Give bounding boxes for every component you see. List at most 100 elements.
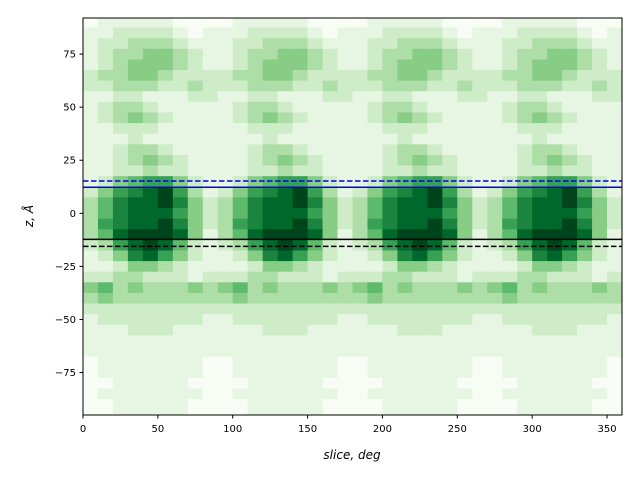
heatmap-cell xyxy=(532,303,548,315)
heatmap-cell xyxy=(562,239,578,251)
heatmap-cell xyxy=(277,144,294,156)
heatmap-cell xyxy=(517,101,533,113)
heatmap-cell xyxy=(352,59,368,71)
heatmap-cell xyxy=(232,271,249,283)
heatmap-cell xyxy=(397,314,413,326)
heatmap-cell xyxy=(142,303,159,315)
heatmap-cell xyxy=(517,303,533,315)
heatmap-cell xyxy=(442,176,458,188)
heatmap-cell xyxy=(277,229,294,241)
heatmap-cell xyxy=(292,154,309,167)
heatmap-cell xyxy=(292,38,309,50)
heatmap-cell xyxy=(277,218,294,230)
heatmap-cell xyxy=(112,303,129,315)
heatmap-cell xyxy=(262,271,279,283)
heatmap-cell xyxy=(142,101,159,113)
heatmap-cell xyxy=(502,197,518,209)
heatmap-cell xyxy=(232,80,249,92)
heatmap-cell xyxy=(83,18,99,29)
heatmap-cell xyxy=(577,399,593,415)
heatmap-cell xyxy=(382,18,398,29)
x-tick-label: 100 xyxy=(223,424,242,435)
heatmap-cell xyxy=(472,250,488,262)
heatmap-cell xyxy=(367,38,383,50)
plot-frame xyxy=(82,17,623,416)
heatmap-cell xyxy=(472,27,488,39)
heatmap-cell xyxy=(172,282,189,294)
heatmap-cell xyxy=(517,324,533,336)
heatmap-cell xyxy=(442,154,458,167)
heatmap-cell xyxy=(457,70,473,82)
heatmap-cell xyxy=(232,91,249,103)
heatmap-cell xyxy=(412,250,428,262)
heatmap-cell xyxy=(83,271,99,283)
heatmap-cell xyxy=(262,101,279,113)
heatmap-cell xyxy=(382,154,398,167)
heatmap-cell xyxy=(532,70,548,82)
heatmap-cell xyxy=(457,38,473,50)
heatmap-cell xyxy=(112,38,129,50)
heatmap-cell xyxy=(577,59,593,71)
heatmap-cell xyxy=(217,218,234,230)
heatmap-cell xyxy=(307,367,324,379)
heatmap-cell xyxy=(217,399,234,415)
heatmap-cell xyxy=(562,123,578,135)
heatmap-cell xyxy=(397,48,413,60)
heatmap-cell xyxy=(397,335,413,347)
heatmap-cell xyxy=(502,314,518,326)
heatmap-cell xyxy=(112,154,129,167)
heatmap-cell xyxy=(472,218,488,230)
heatmap-cell xyxy=(292,271,309,283)
heatmap-cell xyxy=(412,70,428,82)
heatmap-cell xyxy=(127,377,144,389)
heatmap-cell xyxy=(442,18,458,29)
heatmap-cell xyxy=(532,335,548,347)
heatmap-cell xyxy=(532,271,548,283)
heatmap-cell xyxy=(322,388,339,400)
heatmap-cell xyxy=(217,292,234,305)
heatmap-cell xyxy=(142,239,159,251)
heatmap-cell xyxy=(277,399,294,415)
heatmap-cell xyxy=(412,292,428,305)
heatmap-cell xyxy=(442,367,458,379)
heatmap-cell xyxy=(247,112,264,124)
heatmap-cell xyxy=(487,367,503,379)
heatmap-cell xyxy=(187,18,204,29)
heatmap-cell xyxy=(472,303,488,315)
heatmap-cell xyxy=(547,377,563,389)
heatmap-cell xyxy=(127,27,144,39)
heatmap-cell xyxy=(367,197,383,209)
heatmap-cell xyxy=(202,101,219,113)
heatmap-cell xyxy=(112,80,129,92)
heatmap-cell xyxy=(83,367,99,379)
heatmap-cell xyxy=(607,27,622,39)
heatmap-cell xyxy=(382,186,398,198)
heatmap-cell xyxy=(562,292,578,305)
heatmap-cell xyxy=(322,292,339,305)
heatmap-cell xyxy=(532,208,548,220)
heatmap-cell xyxy=(457,80,473,92)
heatmap-cell xyxy=(562,186,578,198)
heatmap-cell xyxy=(412,218,428,230)
heatmap-cell xyxy=(352,324,368,336)
heatmap-cell xyxy=(577,176,593,188)
heatmap-cell xyxy=(382,356,398,368)
heatmap-cell xyxy=(337,38,353,50)
heatmap-cell xyxy=(562,218,578,230)
heatmap-cell xyxy=(502,346,518,358)
heatmap-cell xyxy=(97,197,114,209)
heatmap-cell xyxy=(292,335,309,347)
heatmap-cell xyxy=(472,112,488,124)
heatmap-cell xyxy=(382,282,398,294)
heatmap-cell xyxy=(502,239,518,251)
heatmap-cell xyxy=(187,218,204,230)
heatmap-cell xyxy=(382,250,398,262)
heatmap-cell xyxy=(262,112,279,124)
heatmap-cell xyxy=(217,154,234,167)
heatmap-cell xyxy=(562,101,578,113)
heatmap-cell xyxy=(547,271,563,283)
heatmap-cell xyxy=(352,346,368,358)
heatmap-cell xyxy=(397,18,413,29)
heatmap-cell xyxy=(202,367,219,379)
heatmap-cell xyxy=(352,91,368,103)
